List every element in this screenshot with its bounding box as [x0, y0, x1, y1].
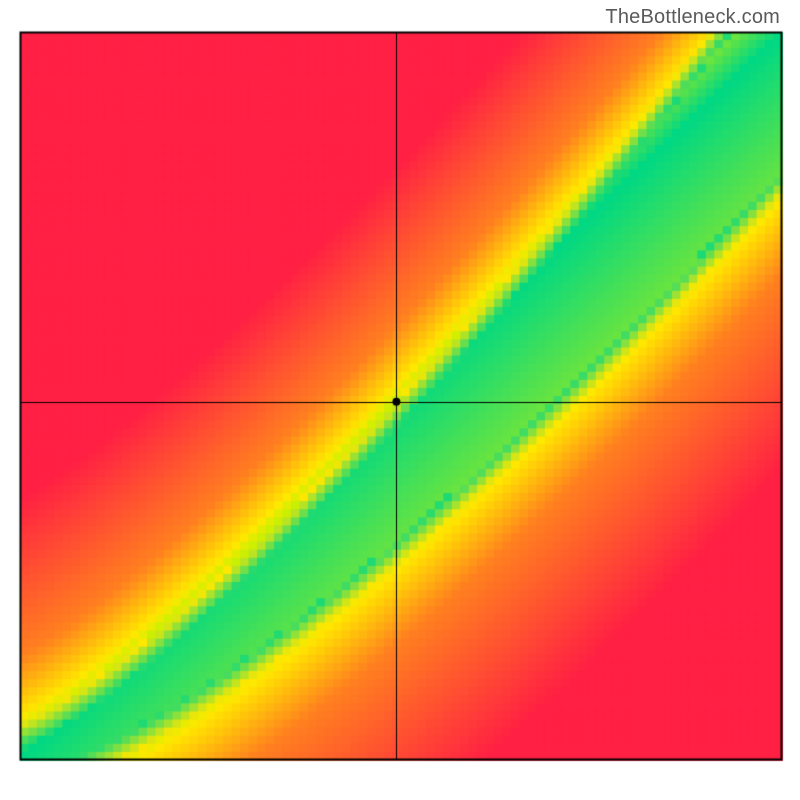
bottleneck-heatmap — [0, 0, 800, 800]
chart-container: TheBottleneck.com — [0, 0, 800, 800]
watermark-text: TheBottleneck.com — [605, 6, 780, 29]
